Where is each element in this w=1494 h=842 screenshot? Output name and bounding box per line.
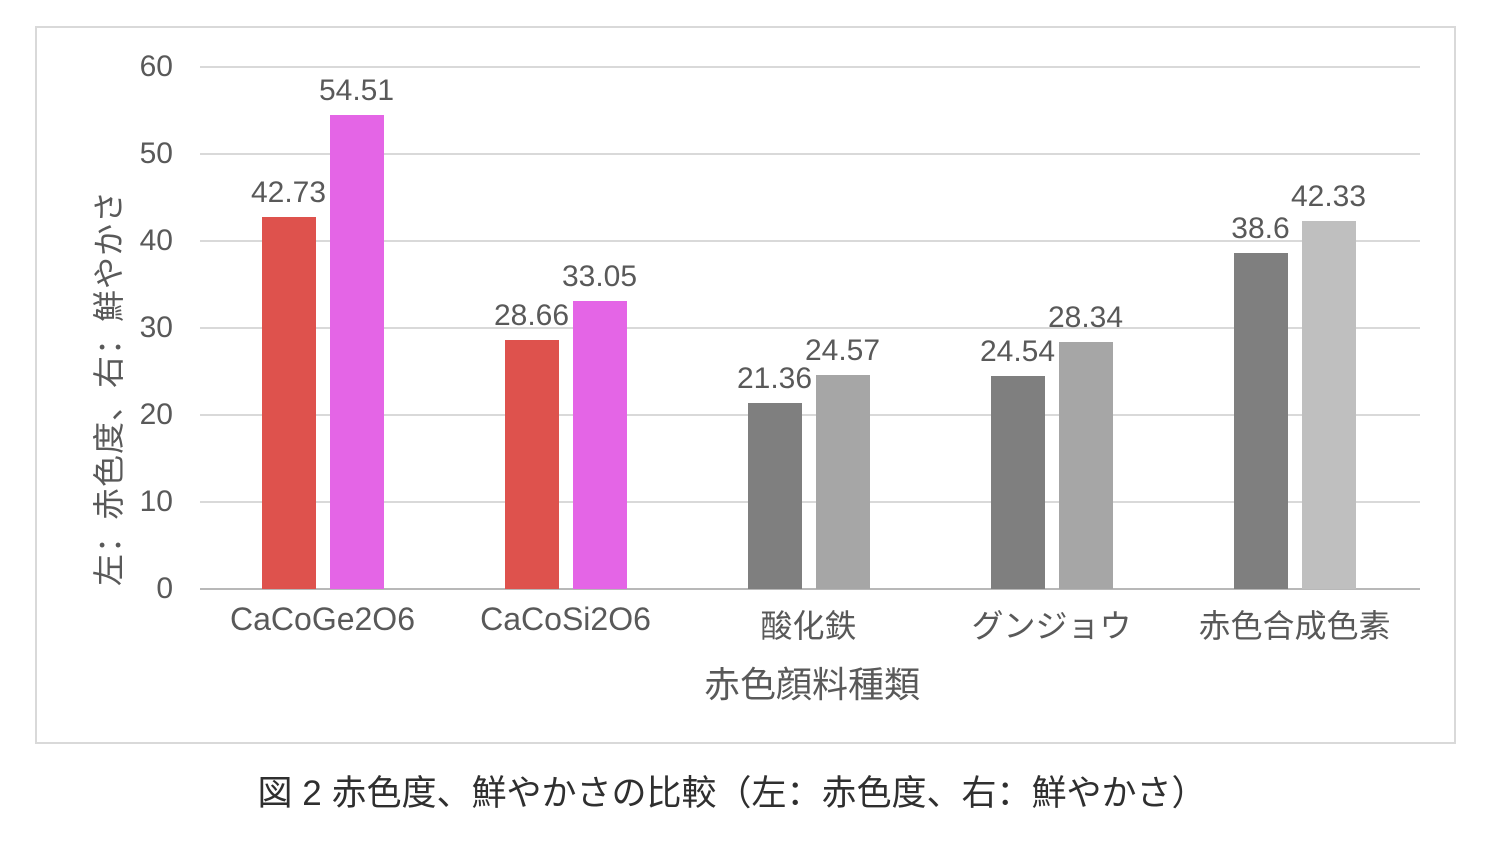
gridline-10 [200, 501, 1420, 503]
bar-value-label-左：赤色度-酸化鉄: 21.36 [736, 362, 813, 395]
gridline-0 [200, 588, 1420, 590]
bar-左：赤色度-グンジョウ [990, 376, 1045, 589]
y-tick-label-50: 50 [139, 137, 173, 170]
bar-右：鮮やかさ-赤色合成色素 [1301, 221, 1356, 589]
bar-value-label-右：鮮やかさ-CaCoSi2O6: 33.05 [561, 260, 638, 293]
x-category-label-CaCoGe2O6: CaCoGe2O6 [230, 601, 415, 637]
y-tick-label-30: 30 [139, 311, 173, 344]
bar-左：赤色度-CaCoGe2O6 [261, 217, 316, 589]
bar-value-label-左：赤色度-グンジョウ: 24.54 [979, 335, 1056, 368]
bar-value-label-左：赤色度-赤色合成色素: 38.6 [1231, 212, 1290, 245]
bar-左：赤色度-酸化鉄 [747, 403, 802, 589]
y-axis-title: 左：赤色度、右：鮮やかさ [91, 189, 127, 587]
figure-caption: 図 2 赤色度、鮮やかさの比較（左：赤色度、右：鮮やかさ） [257, 774, 1207, 813]
bar-右：鮮やかさ-酸化鉄 [815, 375, 870, 589]
y-tick-label-0: 0 [156, 572, 173, 605]
y-tick-label-10: 10 [139, 485, 173, 518]
x-category-label-CaCoSi2O6: CaCoSi2O6 [480, 601, 651, 637]
bar-右：鮮やかさ-グンジョウ [1058, 342, 1113, 589]
bar-value-label-右：鮮やかさ-赤色合成色素: 42.33 [1290, 180, 1367, 213]
bar-value-label-左：赤色度-CaCoSi2O6: 28.66 [493, 299, 570, 332]
bar-value-label-右：鮮やかさ-CaCoGe2O6: 54.51 [318, 74, 395, 107]
bar-value-label-左：赤色度-CaCoGe2O6: 42.73 [250, 176, 327, 209]
bar-右：鮮やかさ-CaCoGe2O6 [329, 115, 384, 589]
bar-value-label-右：鮮やかさ-グンジョウ: 28.34 [1047, 301, 1124, 334]
y-tick-label-60: 60 [139, 50, 173, 83]
gridline-30 [200, 327, 1420, 329]
x-category-label-グンジョウ: グンジョウ [971, 608, 1132, 644]
gridline-50 [200, 153, 1420, 155]
gridline-40 [200, 240, 1420, 242]
bar-左：赤色度-CaCoSi2O6 [504, 340, 559, 589]
x-axis-title: 赤色顔料種類 [703, 664, 920, 705]
bar-右：鮮やかさ-CaCoSi2O6 [572, 301, 627, 589]
y-tick-label-40: 40 [139, 224, 173, 257]
gridline-20 [200, 414, 1420, 416]
x-category-label-酸化鉄: 酸化鉄 [760, 608, 857, 644]
x-category-label-赤色合成色素: 赤色合成色素 [1198, 608, 1391, 644]
gridline-60 [200, 66, 1420, 68]
y-tick-label-20: 20 [139, 398, 173, 431]
bar-value-label-右：鮮やかさ-酸化鉄: 24.57 [804, 334, 881, 367]
bar-左：赤色度-赤色合成色素 [1233, 253, 1288, 589]
